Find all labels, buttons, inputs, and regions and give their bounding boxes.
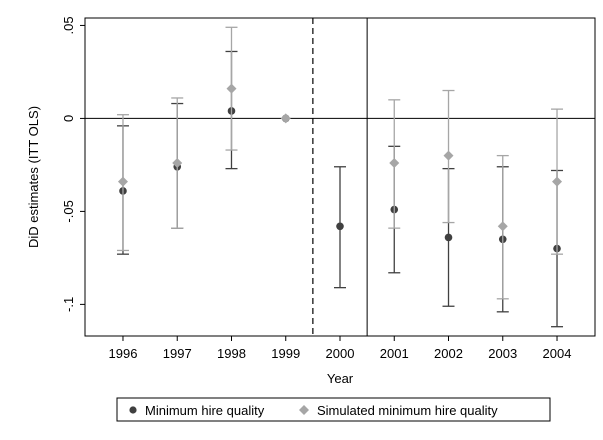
y-tick-label: 0 (61, 115, 76, 122)
x-tick-label: 2002 (434, 346, 463, 361)
data-point (117, 176, 128, 187)
legend-marker-minimum (129, 406, 137, 414)
x-axis: 1996 1997 1998 1999 2000 2001 2002 2003 2004 (109, 336, 572, 361)
data-point (389, 158, 400, 169)
y-tick-label: -.1 (61, 297, 76, 312)
x-tick-label: 1999 (271, 346, 300, 361)
x-tick-label: 2000 (326, 346, 355, 361)
x-tick-label: 2004 (543, 346, 572, 361)
series-simulated-minimum-hire-quality (116, 26, 564, 300)
x-axis-title: Year (327, 371, 354, 386)
y-tick-label: -.05 (61, 200, 76, 222)
x-tick-label: 1998 (217, 346, 246, 361)
legend: Minimum hire quality Simulated minimum h… (116, 397, 551, 422)
x-tick-label: 1996 (109, 346, 138, 361)
data-point (444, 233, 453, 242)
data-point (172, 158, 183, 169)
series-layer (116, 26, 564, 328)
legend-label-simulated: Simulated minimum hire quality (317, 403, 498, 418)
data-point (497, 221, 508, 232)
legend-box (116, 397, 551, 422)
x-tick-label: 2001 (380, 346, 409, 361)
data-point (336, 222, 344, 231)
y-axis-title: DiD estimates (ITT OLS) (26, 106, 41, 248)
x-tick-label: 2003 (488, 346, 517, 361)
data-point (226, 83, 237, 94)
data-point (552, 176, 563, 187)
y-tick-label: .05 (61, 16, 76, 34)
data-point (443, 150, 454, 161)
x-tick-label: 1997 (163, 346, 192, 361)
legend-marker-simulated (299, 405, 309, 415)
reference-lines (85, 18, 595, 336)
data-point (280, 113, 291, 124)
y-axis: .05 0 -.05 -.1 (61, 16, 85, 312)
legend-label-minimum: Minimum hire quality (145, 403, 265, 418)
